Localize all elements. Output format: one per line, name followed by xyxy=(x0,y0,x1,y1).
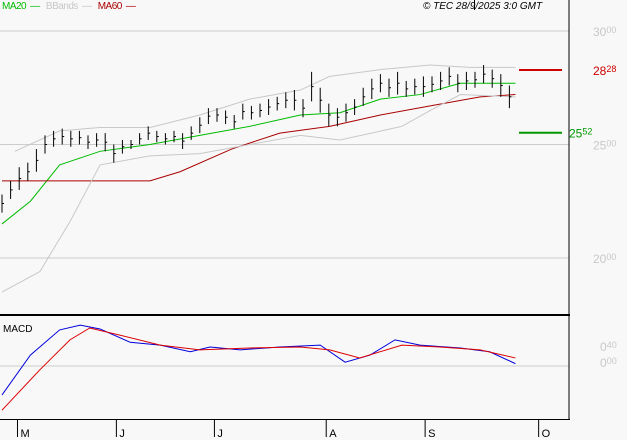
x-tick-label: O xyxy=(542,428,551,440)
series-macd xyxy=(1,324,516,396)
copyright: © TEC 28/9/2025 3:0 GMT xyxy=(423,1,543,12)
x-tick-label: J xyxy=(119,428,125,440)
macd-title: MACD xyxy=(3,324,32,335)
x-tick-label: S xyxy=(428,428,435,440)
macd-tick-label: 040 xyxy=(600,340,617,354)
series-ma20 xyxy=(1,82,516,225)
series-signal xyxy=(1,327,516,411)
legend-bbands: BBands — xyxy=(45,1,92,12)
legend: MA20— BBands — MA60— xyxy=(2,1,139,12)
legend-ma60: MA60— xyxy=(97,1,136,12)
series-bbands-upper xyxy=(14,64,516,152)
x-tick-label: A xyxy=(329,428,337,440)
resistance-label: 2828 xyxy=(593,64,616,78)
y-tick-label: 2500 xyxy=(593,139,616,153)
support-label: 2552 xyxy=(569,127,592,141)
x-tick-label: J xyxy=(217,428,223,440)
series-ma60 xyxy=(2,94,516,182)
y-tick-label: 2000 xyxy=(593,252,616,266)
x-tick-label: M xyxy=(20,428,29,440)
series-bbands-lower xyxy=(1,94,516,293)
y-tick-label: 3000 xyxy=(593,25,616,39)
macd-tick-label: 000 xyxy=(600,356,617,370)
legend-ma20: MA20— xyxy=(2,1,40,12)
